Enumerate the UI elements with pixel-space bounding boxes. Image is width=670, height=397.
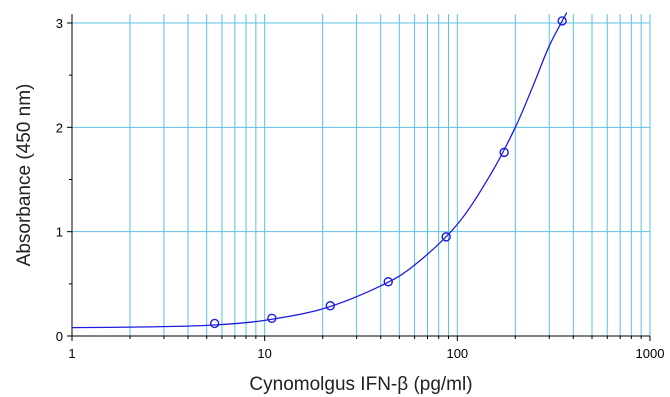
x-axis-title: Cynomolgus IFN-β (pg/ml) [249,374,472,395]
data-point [325,301,335,311]
y-tick-label: 1 [56,225,63,240]
x-tick-label: 100 [446,346,468,361]
axes [71,14,650,337]
x-tick-label: 1 [68,346,75,361]
data-point [441,232,451,242]
data-point [267,313,277,323]
data-point [557,16,567,26]
y-axis-title: Absorbance (450 nm) [14,84,35,267]
y-tick-label: 2 [56,120,63,135]
y-tick-label: 3 [56,16,63,31]
data-points [209,16,567,329]
data-point [499,147,509,158]
grid [72,14,651,336]
data-point [383,277,393,287]
data-point [209,318,220,329]
x-tick-label: 1000 [636,346,665,361]
x-tick-label: 10 [257,346,271,361]
fit-curve [71,12,568,329]
y-tick-label: 0 [56,329,63,344]
